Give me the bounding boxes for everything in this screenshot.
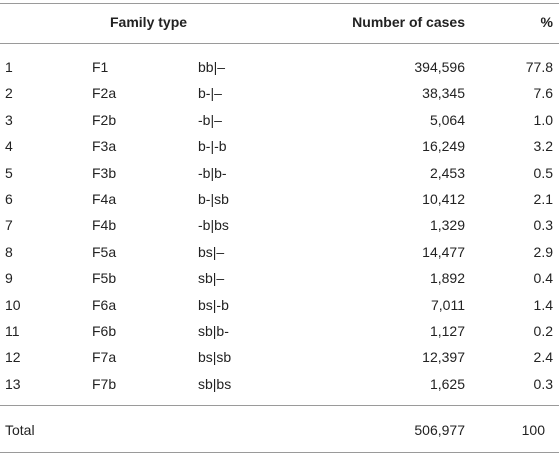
- row-index: 10: [5, 296, 21, 313]
- family: F2a: [92, 85, 117, 102]
- cases: 1,892: [429, 270, 465, 287]
- percent: 0.5: [533, 164, 553, 181]
- pattern: bs|–: [198, 243, 225, 260]
- cases: 394,596: [414, 59, 465, 75]
- family: F4a: [92, 191, 117, 207]
- total-percent: 100: [521, 422, 545, 438]
- family: F1: [92, 59, 109, 75]
- row-index: 1: [5, 59, 13, 75]
- family: F3a: [92, 138, 117, 155]
- row-index: 3: [5, 111, 13, 128]
- cases: 7,011: [431, 296, 465, 313]
- header-family-type: Family type: [110, 14, 188, 30]
- total-label: Total: [5, 422, 35, 438]
- row-index: 5: [5, 164, 13, 181]
- cases: 2,453: [429, 164, 465, 181]
- family: F6b: [92, 323, 117, 339]
- percent: 0.4: [533, 270, 553, 287]
- row-index: 11: [5, 323, 20, 339]
- percent: 77.8: [525, 59, 553, 75]
- row-index: 2: [5, 85, 13, 102]
- percent: 3.2: [533, 138, 553, 155]
- total-rule: [0, 405, 559, 406]
- family: F5b: [92, 270, 117, 287]
- pattern: -b|–: [198, 111, 222, 128]
- row-index: 8: [5, 243, 13, 260]
- pattern: sb|bs: [198, 375, 232, 392]
- percent: 7.6: [533, 85, 553, 102]
- header-rule: [0, 43, 559, 44]
- cases: 16,249: [422, 138, 465, 155]
- family: F6a: [92, 296, 117, 313]
- row-index: 7: [5, 217, 13, 234]
- pattern: -b|b-: [198, 164, 227, 181]
- pattern: bs|sb: [198, 349, 232, 366]
- percent: 0.3: [533, 217, 553, 234]
- percent: 1.4: [533, 296, 553, 313]
- pattern: sb|b-: [198, 323, 229, 339]
- header-number-of-cases: Number of cases: [352, 14, 465, 30]
- row-index: 13: [5, 375, 21, 392]
- cases: 1,625: [429, 375, 465, 392]
- cases: 5,064: [429, 111, 465, 128]
- pattern: sb|–: [198, 270, 225, 287]
- percent: 2.4: [533, 349, 553, 366]
- pattern: bb|–: [198, 59, 225, 75]
- bottom-rule: [0, 452, 559, 453]
- pattern: b-|-b: [198, 138, 227, 155]
- family: F4b: [92, 217, 117, 234]
- percent: 0.2: [533, 323, 553, 339]
- header-percent: %: [540, 14, 553, 30]
- cases: 12,397: [422, 349, 465, 366]
- top-rule: [0, 3, 559, 4]
- pattern: bs|-b: [198, 296, 229, 313]
- cases: 1,329: [429, 217, 465, 234]
- family: F7b: [92, 375, 117, 392]
- family: F7a: [92, 349, 117, 366]
- family: F2b: [92, 111, 117, 128]
- family: F5a: [92, 243, 117, 260]
- cases: 1,127: [429, 323, 465, 339]
- cases: 14,477: [422, 243, 465, 260]
- row-index: 6: [5, 191, 13, 207]
- percent: 0.3: [533, 375, 553, 392]
- percent: 1.0: [533, 111, 553, 128]
- pattern: -b|bs: [198, 217, 229, 234]
- row-index: 4: [5, 138, 13, 155]
- family: F3b: [92, 164, 117, 181]
- row-index: 12: [5, 349, 21, 366]
- cases: 10,412: [422, 191, 465, 207]
- percent: 2.1: [533, 191, 553, 207]
- row-index: 9: [5, 270, 13, 287]
- percent: 2.9: [533, 243, 553, 260]
- total-cases: 506,977: [414, 422, 465, 438]
- pattern: b-|sb: [198, 191, 229, 207]
- cases: 38,345: [422, 85, 465, 102]
- pattern: b-|–: [198, 85, 222, 102]
